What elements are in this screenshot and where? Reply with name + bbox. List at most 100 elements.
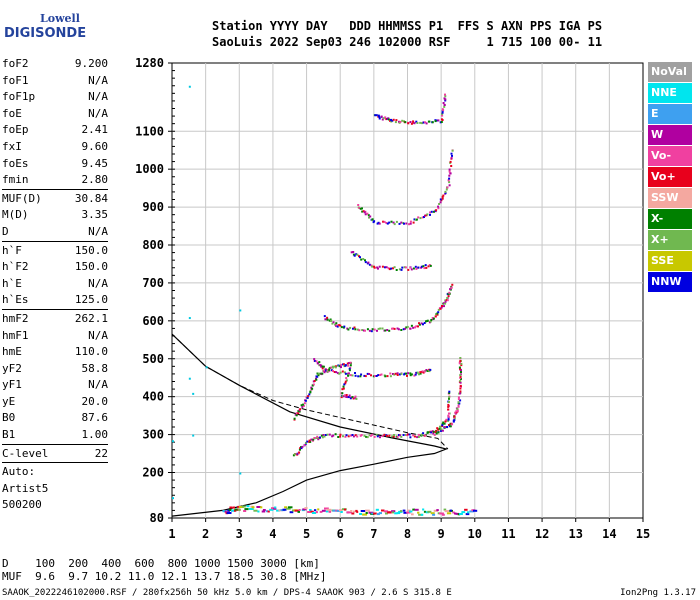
trace-dot [345, 379, 348, 382]
trace-dot [284, 506, 288, 509]
trace-dot [410, 324, 413, 327]
y-tick-label: 700 [142, 276, 164, 290]
trace-dot [341, 388, 344, 391]
trace-dot [451, 423, 454, 426]
trace-dot [459, 387, 462, 390]
trace-dot [381, 118, 384, 121]
trace-dot [443, 508, 447, 511]
trace-dot [348, 367, 351, 370]
param-key: fmin [2, 173, 29, 187]
trace-dot [458, 366, 461, 369]
scatter-dot [239, 472, 242, 475]
legend-item-vo: Vo- [648, 146, 692, 166]
trace-dot [234, 508, 239, 511]
trace-dot [409, 220, 412, 223]
trace-dot [332, 369, 334, 372]
legend-item-e: E [648, 104, 692, 124]
trace-dot [346, 362, 349, 365]
trace-dot [372, 375, 375, 378]
trace-dot [305, 441, 307, 444]
trace-dot [412, 326, 415, 329]
trace-dot [417, 325, 419, 328]
scatter-dot [192, 392, 195, 395]
trace-dot [410, 268, 413, 271]
trace-dot [364, 213, 367, 216]
trace-dot [227, 509, 230, 512]
trace-dot [469, 510, 474, 513]
trace-dot [316, 375, 319, 378]
trace-dot [396, 374, 399, 376]
trace-dot [360, 258, 363, 261]
trace-dot [342, 363, 345, 366]
trace-dot [339, 435, 342, 438]
trace-dot [392, 435, 395, 438]
x-tick-label: 13 [568, 527, 582, 541]
trace-dot [450, 157, 453, 160]
trace-dot [261, 510, 266, 513]
trace-dot [324, 318, 327, 321]
x-tick-label: 15 [636, 527, 650, 541]
param-row: yF1 N/A [2, 377, 108, 394]
trace-dot [396, 372, 399, 375]
trace-dot [386, 329, 389, 331]
trace-dot [336, 372, 339, 375]
trace-dot [383, 433, 386, 436]
trace-dot [433, 509, 438, 512]
legend-item-x: X- [648, 209, 692, 229]
trace-dot [409, 510, 413, 513]
trace-dot [364, 375, 367, 378]
trace-dot [340, 326, 343, 329]
trace-dot [453, 415, 456, 418]
trace-dot [315, 378, 318, 381]
trace-dot [422, 371, 425, 374]
trace-dot [354, 372, 356, 374]
trace-dot [262, 509, 266, 511]
trace-dot [430, 210, 433, 213]
trace-dot [377, 267, 379, 270]
trace-dot [304, 399, 307, 402]
trace-dot [321, 365, 324, 368]
trace-dot [374, 114, 377, 117]
trace-dot [417, 266, 420, 269]
param-key: foE [2, 106, 22, 120]
trace-dot [448, 397, 450, 400]
trace-dot [391, 435, 394, 438]
trace-dot [415, 371, 418, 374]
trace-dot [430, 431, 433, 434]
trace-dot [431, 121, 434, 124]
trace-dot [408, 223, 410, 226]
trace-dot [427, 265, 430, 268]
trace-dot [343, 383, 346, 386]
trace-dot [364, 329, 366, 332]
trace-dot [379, 374, 382, 376]
trace-dot [418, 322, 420, 325]
trace-dot [393, 434, 395, 436]
param-key: foF2 [2, 57, 29, 70]
trace-dot [392, 267, 394, 270]
trace-dot [341, 370, 344, 373]
trace-dot [457, 396, 460, 399]
trace-dot [331, 435, 334, 438]
trace-dot [369, 434, 372, 437]
trace-dot [371, 218, 374, 221]
trace-dot [357, 375, 360, 378]
trace-dot [300, 404, 303, 407]
trace-dot [439, 121, 442, 124]
trace-dot [412, 121, 415, 124]
trace-dot [406, 374, 408, 377]
trace-dot [366, 328, 369, 331]
trace-dot [422, 432, 425, 435]
param-value: 9.60 [81, 139, 109, 153]
trace-dot [394, 372, 397, 375]
trace-dot [378, 265, 381, 268]
trace-dot [387, 267, 390, 270]
trace-dot [400, 372, 403, 375]
legend-item-vo: Vo+ [648, 167, 692, 187]
trace-dot [323, 371, 326, 374]
param-value: N/A [88, 106, 108, 120]
trace-dot [370, 264, 373, 267]
trace-dot [370, 374, 372, 377]
trace-dot [370, 330, 373, 333]
trace-dot [444, 299, 447, 302]
trace-dot [431, 317, 434, 319]
